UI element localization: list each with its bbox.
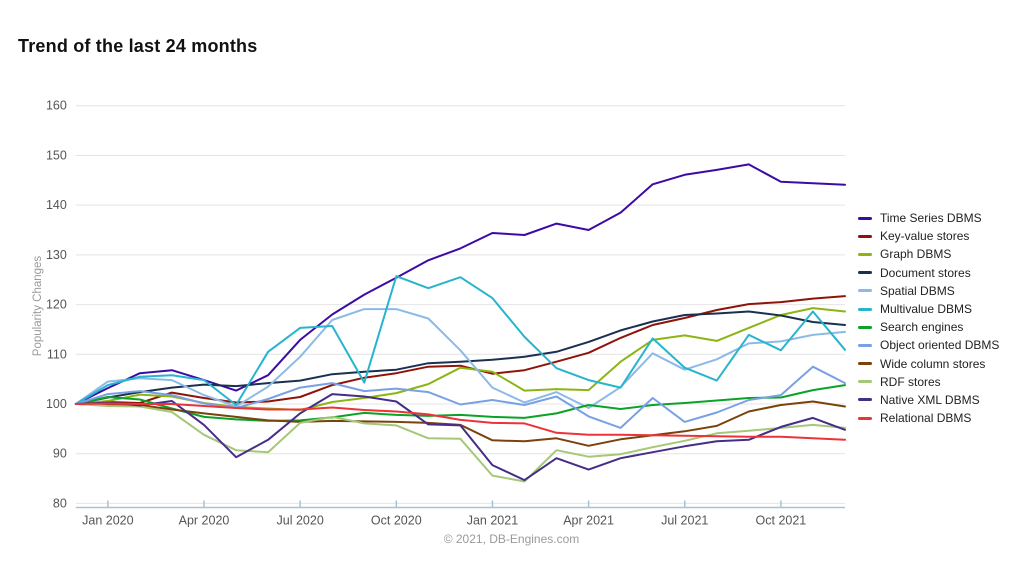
page-title: Trend of the last 24 months xyxy=(18,36,258,56)
legend-label: Native XML DBMS xyxy=(880,392,980,407)
legend-swatch-icon xyxy=(858,234,872,238)
y-tick-label: 120 xyxy=(46,298,67,312)
x-tick-label: Oct 2021 xyxy=(756,514,807,528)
series-line-graph-dbms xyxy=(74,307,846,411)
legend-item-multivalue-dbms[interactable]: Multivalue DBMS xyxy=(858,300,1018,318)
legend-item-relational-dbms[interactable]: Relational DBMS xyxy=(858,409,1018,427)
legend-label: Spatial DBMS xyxy=(880,283,955,298)
legend-swatch-icon xyxy=(858,289,872,293)
series-line-rdf-stores xyxy=(74,403,846,483)
y-tick-label: 110 xyxy=(47,347,67,361)
legend-item-rdf-stores[interactable]: RDF stores xyxy=(858,373,1018,391)
legend-item-document-stores[interactable]: Document stores xyxy=(858,264,1018,282)
series-line-spatial-dbms xyxy=(74,308,846,409)
legend-item-search-engines[interactable]: Search engines xyxy=(858,318,1018,336)
legend-swatch-icon xyxy=(858,325,872,329)
series-line-multivalue-dbms xyxy=(74,275,846,406)
legend-swatch-icon xyxy=(858,380,872,384)
legend-label: Object oriented DBMS xyxy=(880,338,1000,353)
legend-item-time-series-dbms[interactable]: Time Series DBMS xyxy=(858,209,1018,227)
legend-label: Relational DBMS xyxy=(880,411,972,426)
y-tick-label: 90 xyxy=(53,447,67,461)
legend-swatch-icon xyxy=(858,362,872,366)
series-line-document-stores xyxy=(74,310,846,405)
footer-credit-link[interactable]: © 2021, DB-Engines.com xyxy=(443,532,580,546)
x-tick-label: Oct 2020 xyxy=(371,514,422,528)
footer-credit: © 2021, DB-Engines.com xyxy=(0,532,1023,546)
y-tick-label: 130 xyxy=(46,248,67,262)
legend-item-object-oriented-dbms[interactable]: Object oriented DBMS xyxy=(858,336,1018,354)
y-tick-label: 100 xyxy=(46,397,67,411)
x-tick-label: Jul 2020 xyxy=(277,514,324,528)
legend-swatch-icon xyxy=(858,252,872,256)
legend-swatch-icon xyxy=(858,343,872,347)
x-tick-label: Jan 2021 xyxy=(467,514,518,528)
series-line-search-engines xyxy=(74,384,846,422)
legend-label: Wide column stores xyxy=(880,356,986,371)
legend-label: RDF stores xyxy=(880,374,941,389)
legend-swatch-icon xyxy=(858,416,872,420)
legend-label: Time Series DBMS xyxy=(880,211,982,226)
legend-label: Key-value stores xyxy=(880,229,970,244)
series-line-relational-dbms xyxy=(74,402,846,441)
x-tick-label: Jul 2021 xyxy=(661,514,708,528)
y-tick-label: 150 xyxy=(46,148,67,162)
x-tick-label: Apr 2021 xyxy=(563,514,614,528)
legend-item-native-xml-dbms[interactable]: Native XML DBMS xyxy=(858,391,1018,409)
legend: Time Series DBMS Key-value stores Graph … xyxy=(858,209,1018,427)
series-line-key-value-stores xyxy=(74,295,846,405)
x-tick-label: Jan 2020 xyxy=(82,514,133,528)
y-tick-label: 80 xyxy=(53,496,67,510)
y-tick-label: 140 xyxy=(46,198,67,212)
series-line-native-xml-dbms xyxy=(74,393,846,482)
legend-item-key-value-stores[interactable]: Key-value stores xyxy=(858,227,1018,245)
legend-swatch-icon xyxy=(858,307,872,311)
legend-label: Multivalue DBMS xyxy=(880,302,973,317)
legend-swatch-icon xyxy=(858,271,872,275)
legend-item-spatial-dbms[interactable]: Spatial DBMS xyxy=(858,282,1018,300)
legend-item-graph-dbms[interactable]: Graph DBMS xyxy=(858,245,1018,263)
legend-label: Graph DBMS xyxy=(880,247,952,262)
legend-swatch-icon xyxy=(858,216,872,220)
x-tick-label: Apr 2020 xyxy=(179,514,230,528)
legend-label: Search engines xyxy=(880,320,964,335)
legend-item-wide-column-stores[interactable]: Wide column stores xyxy=(858,355,1018,373)
series-line-object-oriented-dbms xyxy=(74,365,846,429)
y-axis-label: Popularity Changes xyxy=(32,256,44,357)
legend-swatch-icon xyxy=(858,398,872,402)
y-tick-label: 160 xyxy=(46,99,67,113)
legend-label: Document stores xyxy=(880,265,971,280)
